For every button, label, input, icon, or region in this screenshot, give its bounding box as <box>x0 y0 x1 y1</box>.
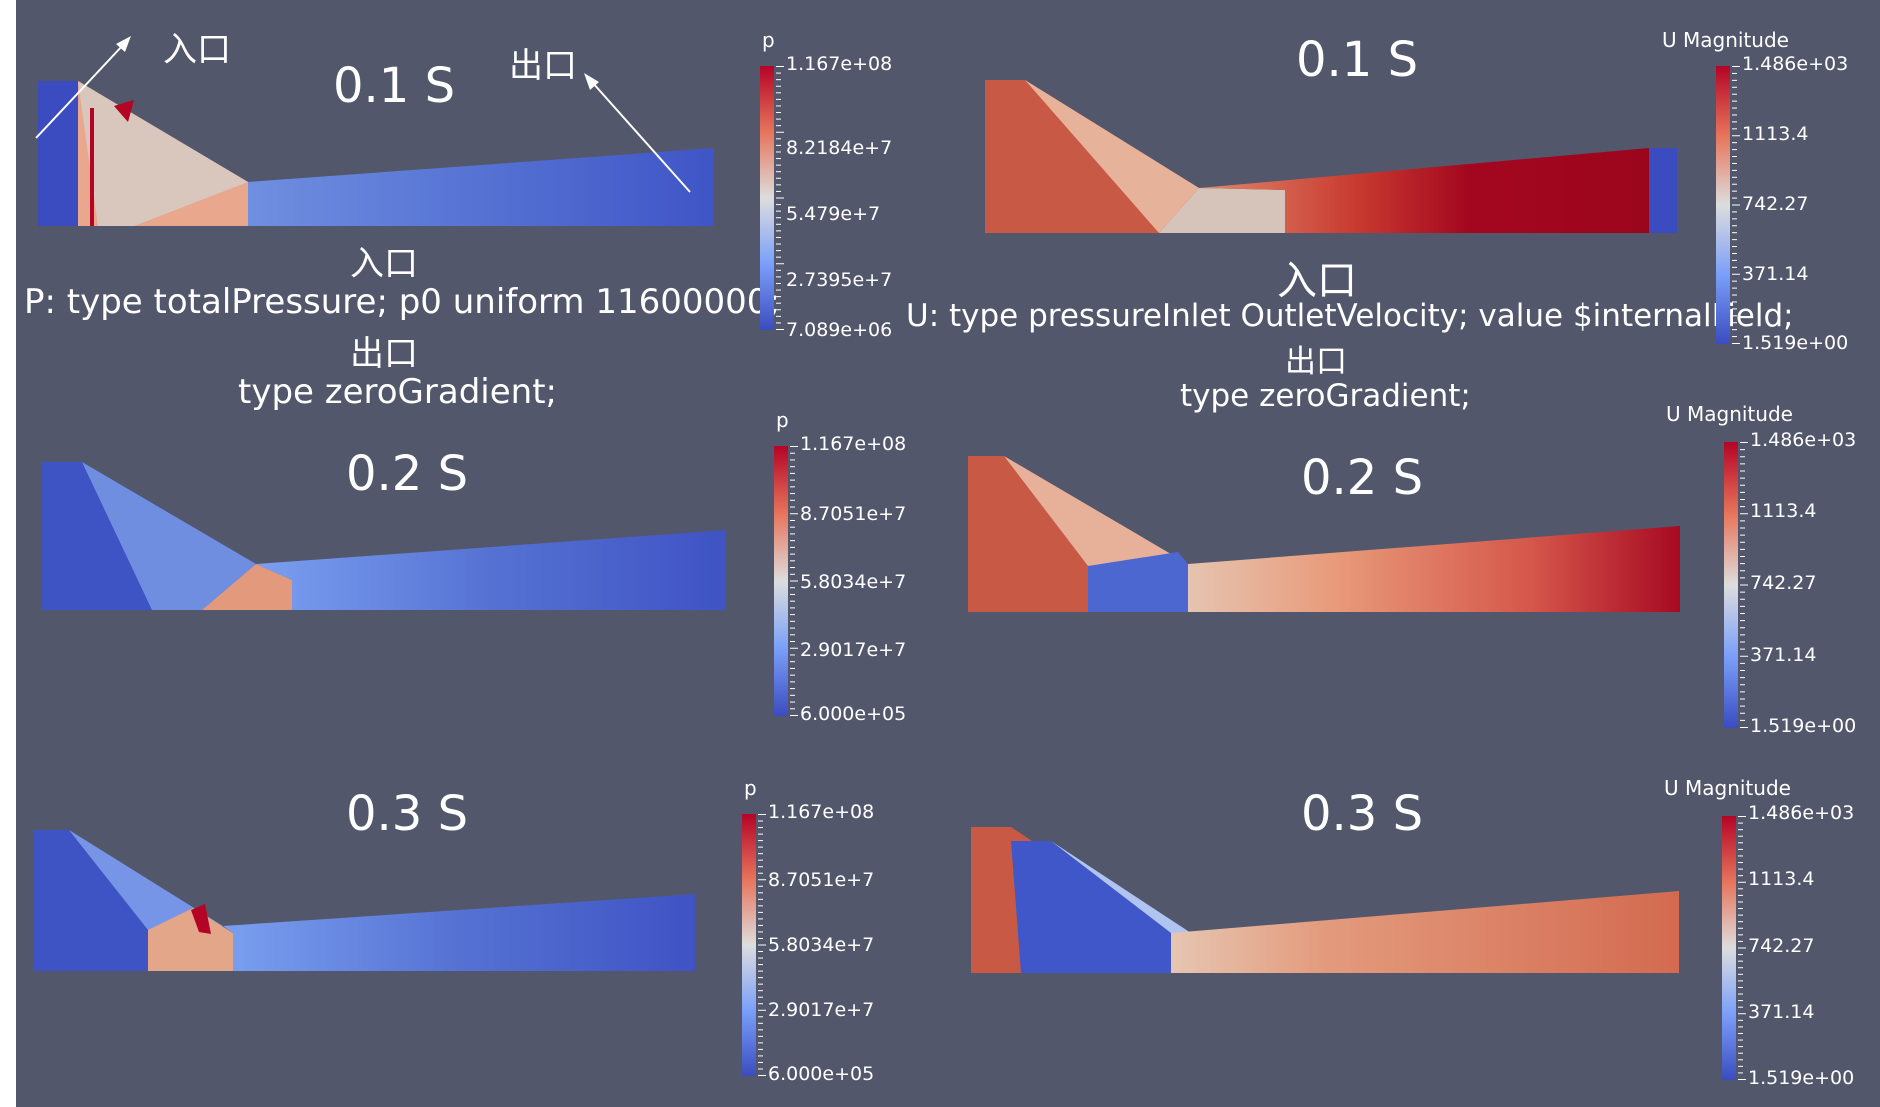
colorbar-tick-label: 1.486e+03 <box>1742 53 1849 75</box>
time-label: 0.3 S <box>1301 786 1424 842</box>
velocity-field-plot-3 <box>971 827 1679 973</box>
velocity-field-plot-2 <box>968 456 1680 612</box>
colorbar-tick-label: 5.479e+7 <box>786 203 881 225</box>
velocity-colorbar-1 <box>1716 66 1730 344</box>
colorbar-tick-label: 1113.4 <box>1742 123 1809 145</box>
colorbar-tick-label: 6.000e+05 <box>800 703 907 725</box>
colorbar-ticks <box>1740 442 1748 728</box>
colorbar-tick-label: 1.167e+08 <box>768 801 875 823</box>
colorbar-title: p <box>776 408 789 432</box>
colorbar-tick-label: 742.27 <box>1748 935 1815 957</box>
velocity-outlet-bc: type zeroGradient; <box>1180 378 1471 414</box>
colorbar-tick-label: 2.9017e+7 <box>768 999 875 1021</box>
colorbar-ticks <box>758 814 766 1076</box>
velocity-outlet-title: 出口 <box>1285 344 1347 380</box>
colorbar-tick-label: 7.089e+06 <box>786 319 893 341</box>
colorbar-title: p <box>762 28 775 52</box>
colorbar-tick-label: 1.519e+00 <box>1750 715 1857 737</box>
pressure-inlet-title: 入口 <box>350 244 418 284</box>
pressure-outlet-bc: type zeroGradient; <box>238 372 557 412</box>
time-label: 0.2 S <box>1301 450 1424 506</box>
colorbar-tick-label: 371.14 <box>1748 1001 1815 1023</box>
colorbar-tick-label: 6.000e+05 <box>768 1063 875 1085</box>
pressure-inlet-bc: P: type totalPressure; p0 uniform 116000… <box>24 282 780 322</box>
colorbar-tick-label: 2.7395e+7 <box>786 269 893 291</box>
pressure-colorbar-2 <box>774 446 788 716</box>
pressure-field-plot-2 <box>42 462 726 610</box>
outlet-annotation: 出口 <box>509 46 577 86</box>
time-label: 0.3 S <box>346 786 469 842</box>
colorbar-ticks <box>1738 816 1746 1080</box>
time-label: 0.2 S <box>346 446 469 502</box>
colorbar-tick-label: 1.486e+03 <box>1748 802 1855 824</box>
colorbar-tick-label: 1.167e+08 <box>786 53 893 75</box>
inlet-annotation: 入口 <box>163 30 231 70</box>
colorbar-title: p <box>744 776 757 800</box>
pressure-colorbar-1 <box>760 66 774 330</box>
colorbar-tick-label: 371.14 <box>1742 263 1809 285</box>
velocity-inlet-title: 入口 <box>1277 258 1357 304</box>
left-border <box>0 0 16 1107</box>
colorbar-tick-label: 1113.4 <box>1750 500 1817 522</box>
colorbar-tick-label: 742.27 <box>1742 193 1809 215</box>
pressure-outlet-title: 出口 <box>350 334 418 374</box>
colorbar-title: U Magnitude <box>1664 776 1791 800</box>
velocity-field-plot-1 <box>985 80 1677 233</box>
colorbar-tick-label: 1.486e+03 <box>1750 429 1857 451</box>
velocity-colorbar-2 <box>1724 442 1738 728</box>
pressure-field-plot-3 <box>33 830 695 971</box>
colorbar-tick-label: 1.519e+00 <box>1742 332 1849 354</box>
velocity-colorbar-3 <box>1722 816 1736 1080</box>
colorbar-tick-label: 1.167e+08 <box>800 433 907 455</box>
colorbar-title: U Magnitude <box>1666 402 1793 426</box>
colorbar-ticks <box>776 66 784 330</box>
colorbar-tick-label: 742.27 <box>1750 572 1817 594</box>
colorbar-ticks <box>790 446 798 716</box>
colorbar-tick-label: 8.2184e+7 <box>786 137 893 159</box>
pressure-colorbar-3 <box>742 814 756 1076</box>
velocity-inlet-bc: U: type pressureInlet OutletVelocity; va… <box>906 298 1794 334</box>
time-label: 0.1 S <box>1296 32 1419 88</box>
colorbar-title: U Magnitude <box>1662 28 1789 52</box>
colorbar-tick-label: 1113.4 <box>1748 868 1815 890</box>
colorbar-tick-label: 8.7051e+7 <box>768 869 875 891</box>
colorbar-tick-label: 5.8034e+7 <box>800 571 907 593</box>
colorbar-tick-label: 371.14 <box>1750 644 1817 666</box>
colorbar-tick-label: 5.8034e+7 <box>768 934 875 956</box>
colorbar-tick-label: 1.519e+00 <box>1748 1067 1855 1089</box>
colorbar-tick-label: 2.9017e+7 <box>800 639 907 661</box>
colorbar-ticks <box>1732 66 1740 344</box>
colorbar-tick-label: 8.7051e+7 <box>800 503 907 525</box>
time-label: 0.1 S <box>333 58 456 114</box>
